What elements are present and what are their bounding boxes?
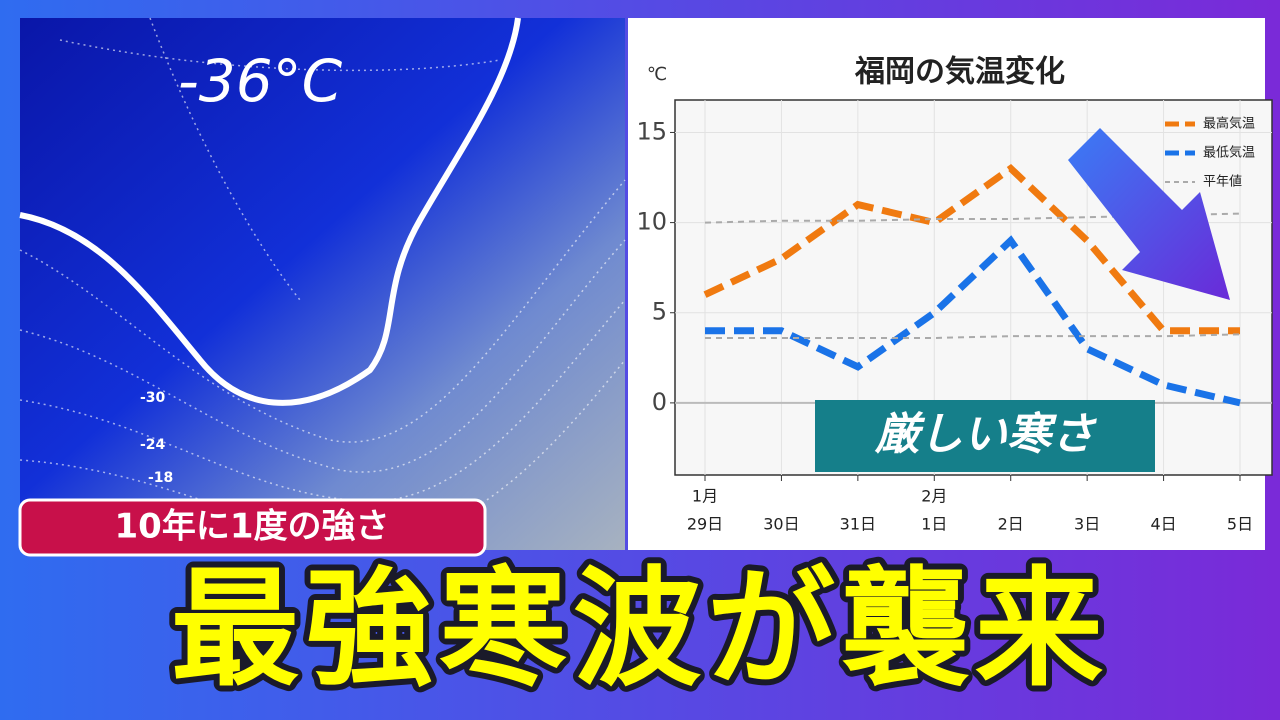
x-tick-label: 3日 [1074, 515, 1100, 534]
contour-label: -30 [140, 390, 166, 406]
x-tick-label: 5日 [1227, 515, 1253, 534]
legend-label: 平年値 [1203, 174, 1242, 190]
y-tick-label: 0 [652, 388, 667, 416]
y-axis-label: ℃ [647, 64, 667, 85]
annotation-box [815, 400, 1155, 472]
x-tick-label: 2日 [998, 515, 1024, 534]
x-tick-label: 30日 [763, 515, 799, 534]
weather-map [20, 18, 625, 550]
contours [19, 17, 626, 542]
chart: 29日 1月 30日 31日 1日 2月 2日 3日 4日 5日 0 5 10 15 最高気温最低気温平年値… [636, 100, 1272, 534]
legend-label: 最低気温 [1203, 145, 1255, 161]
y-tick-label: 5 [652, 298, 667, 326]
contour-label: -18 [148, 470, 173, 486]
annotation: 厳しい寒さ [874, 409, 1097, 460]
y-tick-label: 15 [636, 117, 667, 145]
headline: 最強寒波が襲来 [171, 555, 1109, 704]
x-tick-label: 29日 [687, 515, 723, 534]
x-tick-label: 31日 [840, 515, 876, 534]
series-line [703, 163, 1241, 335]
chart-title: 福岡の気温変化 [854, 55, 1065, 90]
map-label: -36°C [178, 47, 343, 115]
x-month-label: 2月 [921, 487, 947, 506]
badge [18, 498, 487, 557]
x-month-label: 1月 [692, 487, 718, 506]
x-tick-label: 1日 [921, 515, 947, 534]
contour-label: -24 [140, 437, 166, 453]
isotherm [19, 17, 521, 406]
series-line [705, 235, 1241, 407]
y-tick-label: 10 [636, 208, 667, 236]
arrow [1068, 128, 1230, 300]
x-tick-label: 4日 [1150, 515, 1176, 534]
series-line [705, 333, 1241, 339]
badge-text: 10年に1度の強さ [115, 507, 390, 547]
legend-label: 最高気温 [1203, 116, 1255, 132]
